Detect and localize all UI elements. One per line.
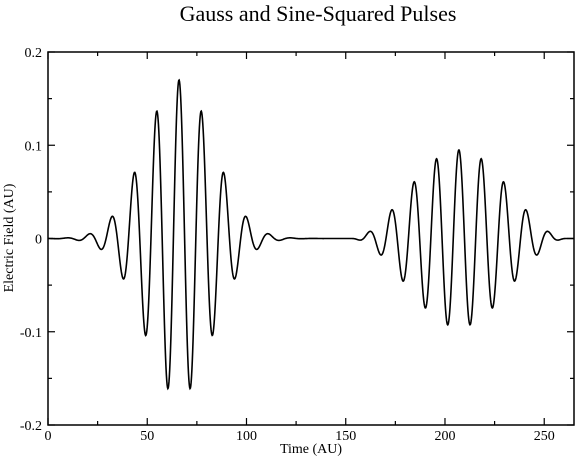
- y-tick-label: 0.2: [25, 46, 43, 61]
- y-tick-label: 0: [35, 233, 42, 248]
- y-axis-label: Electric Field (AU): [2, 183, 17, 292]
- x-axis-label: Time (AU): [280, 442, 342, 457]
- chart-title: Gauss and Sine-Squared Pulses: [180, 1, 457, 26]
- y-tick-label: 0.1: [25, 139, 43, 154]
- y-axis: -0.2 -0.1 0 0.1 0.2: [20, 46, 574, 434]
- x-tick-label: 250: [534, 429, 555, 444]
- x-tick-label: 200: [434, 429, 455, 444]
- y-tick-label: -0.2: [20, 419, 42, 434]
- y-tick-label: -0.1: [20, 326, 42, 341]
- series-line: [47, 78, 574, 391]
- x-tick-label: 50: [140, 429, 154, 444]
- x-tick-label: 0: [45, 429, 52, 444]
- x-axis: 0 50 100 150 200 250: [45, 52, 555, 444]
- x-tick-label: 100: [236, 429, 257, 444]
- x-tick-label: 150: [335, 429, 356, 444]
